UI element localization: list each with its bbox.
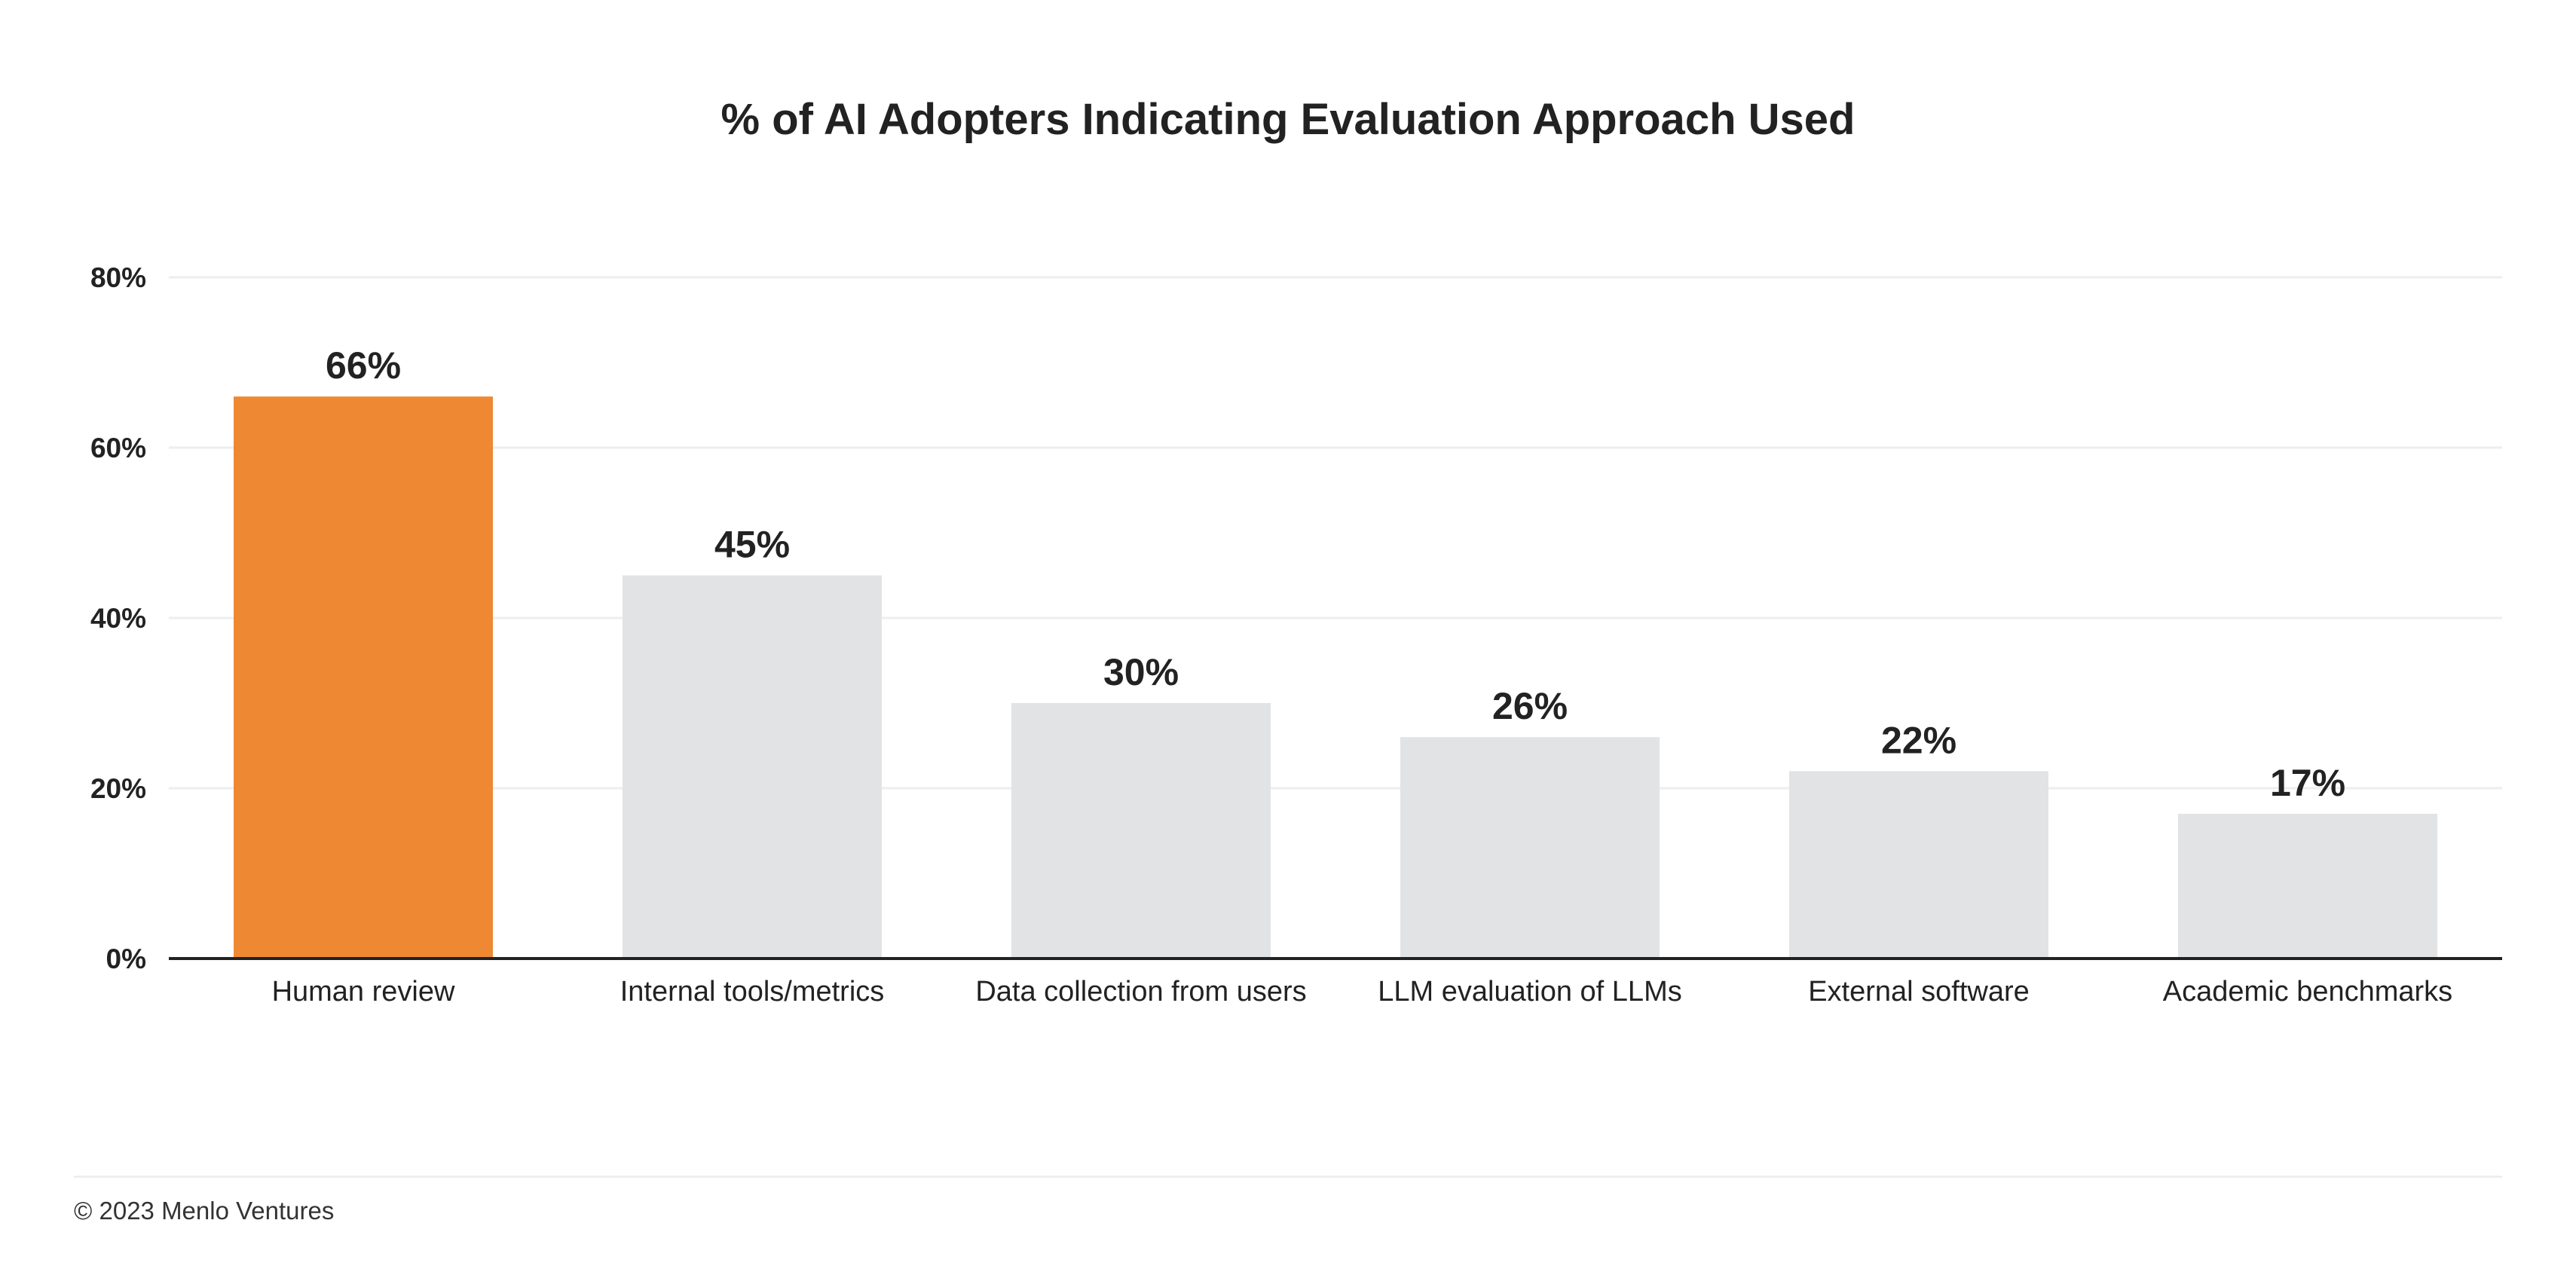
x-tick-label: Academic benchmarks [2163,976,2452,1008]
y-tick-label: 60% [90,433,146,463]
x-tick-label: Internal tools/metrics [620,976,885,1008]
bars [234,396,2437,959]
bar-1 [623,575,882,959]
gridlines [169,276,2502,790]
data-label: 22% [1881,719,1956,761]
bar-2 [1011,703,1271,959]
data-label: 45% [714,524,790,566]
x-tick-label: Data collection from users [975,976,1306,1008]
chart-title: % of AI Adopters Indicating Evaluation A… [721,95,1856,144]
x-tick-label: External software [1808,976,2030,1008]
y-tick-label: 40% [90,603,146,634]
bar-3 [1400,737,1660,959]
bar-5 [2178,813,2437,959]
x-tick-label: Human review [272,976,455,1008]
y-tick-label: 20% [90,773,146,804]
bar-4 [1789,771,2048,959]
data-label: 17% [2270,762,2345,804]
y-tick-label: 0% [106,943,146,974]
x-tick-label: LLM evaluation of LLMs [1378,976,1681,1008]
footer-divider [74,1176,2502,1178]
data-label: 66% [326,344,401,387]
footer-copyright: © 2023 Menlo Ventures [74,1197,335,1225]
data-label: 30% [1103,651,1179,693]
y-tick-label: 80% [90,262,146,293]
bar-0 [234,396,493,959]
labels: 0% 20% 40% 60% 80% 66% Human review 45% Internal… [90,262,2452,1008]
data-label: 26% [1492,685,1568,727]
